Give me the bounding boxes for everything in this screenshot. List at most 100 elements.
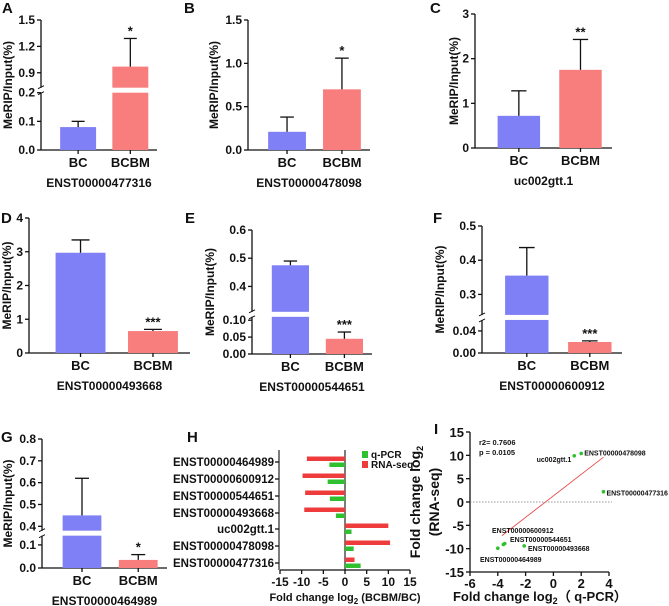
- bcbm-bar: [559, 69, 602, 148]
- transcript-name: ENST00000477316: [46, 176, 152, 190]
- qpcr-bar: [335, 513, 345, 518]
- bc-bar: [62, 515, 102, 568]
- category-label: ENST00000464989: [173, 457, 274, 469]
- x-tick-label: -6: [464, 576, 476, 591]
- category-label: BC: [517, 358, 536, 373]
- axis-break-mark: [248, 315, 256, 320]
- y-axis-label: MeRIP/Input(%): [203, 248, 217, 336]
- category-label: BCBM: [570, 358, 609, 373]
- bar-break-gap: [111, 87, 150, 93]
- bc-bar: [505, 275, 549, 353]
- category-label: BC: [73, 573, 92, 588]
- r2-annotation: r2= 0.7606: [479, 438, 516, 447]
- qpcr-bar: [345, 563, 361, 568]
- panel-letter: C: [430, 0, 441, 17]
- y-tick-label: 15: [450, 425, 464, 440]
- data-point: [496, 546, 500, 550]
- axis-break-mark: [38, 534, 46, 539]
- y-tick-label: 1: [462, 96, 469, 110]
- y-tick-label: 1: [16, 312, 23, 326]
- y-tick-label: 0.6: [19, 476, 36, 490]
- qpcr-bar: [345, 546, 354, 551]
- y-tick-label: 0.1: [18, 114, 35, 128]
- y-tick-label: 0.6: [229, 223, 246, 237]
- x-axis-label-part: 2: [354, 597, 359, 606]
- bc-bar: [497, 115, 541, 148]
- category-label: BC: [69, 155, 88, 170]
- data-point: [522, 544, 527, 548]
- transcript-name: ENST00000544651: [259, 380, 365, 394]
- y-tick-label: -15: [445, 565, 464, 580]
- legend-swatch-qpcr: [362, 451, 368, 458]
- axis-break-mark: [248, 309, 256, 314]
- y-axis-label-line2: (RNA-seq): [426, 468, 442, 536]
- axis-break-mark: [38, 528, 46, 533]
- bc-bar: [55, 252, 106, 353]
- significance-label: *: [128, 23, 134, 38]
- significance-label: ***: [337, 317, 353, 332]
- bcbm-bar: [112, 66, 149, 150]
- category-label: BCBM: [133, 358, 172, 373]
- y-tick-label: 0.2: [18, 86, 35, 100]
- y-tick-label: 0.3: [459, 287, 476, 301]
- panel-letter: G: [1, 429, 13, 446]
- bar-break-gap: [270, 311, 310, 317]
- rnaseq-bar: [305, 490, 345, 495]
- y-tick-label: 0.10: [223, 313, 247, 327]
- axis-break-mark: [478, 318, 486, 323]
- transcript-name: ENST00000464989: [52, 594, 158, 606]
- y-tick-label: 0.7: [19, 454, 36, 468]
- y-axis-label-part: Fold change log: [407, 451, 423, 558]
- x-axis-label: Fold change log2（ q-PCR）: [453, 589, 627, 606]
- y-axis-label: MeRIP/Input(%): [433, 246, 447, 334]
- significance-label: *: [339, 43, 345, 58]
- x-tick-label: 15: [403, 575, 417, 589]
- x-axis-label-part: （ q-PCR）: [558, 589, 627, 604]
- bcbm-bar: [325, 338, 363, 354]
- rnaseq-bar: [304, 507, 345, 512]
- point-label: ENST00000478098: [584, 450, 646, 457]
- x-tick-label: 0: [550, 576, 557, 591]
- x-tick-label: 5: [363, 575, 370, 589]
- x-axis-label-part: (BCBM/BC): [358, 592, 421, 604]
- y-tick-label: -10: [445, 542, 464, 557]
- y-tick-label: 3: [16, 245, 23, 259]
- legend-label: q-PCR: [371, 450, 402, 461]
- legend-swatch-rnaseq: [362, 461, 368, 468]
- panel-letter: A: [2, 0, 13, 17]
- y-tick-label: 5: [457, 472, 464, 487]
- y-tick-label: 3: [462, 7, 469, 21]
- panel-letter: F: [433, 210, 442, 227]
- y-tick-label: 0: [16, 346, 23, 360]
- bc-bar: [271, 265, 309, 354]
- y-axis-label: MeRIP/Input(%): [1, 41, 15, 129]
- rnaseq-bar: [345, 540, 391, 545]
- y-tick-label: 1.5: [225, 13, 242, 27]
- y-tick-label: 1.2: [18, 39, 35, 53]
- data-point: [502, 541, 507, 546]
- category-label: BC: [281, 359, 300, 374]
- rnaseq-bar: [302, 473, 345, 478]
- y-tick-label: 0.00: [453, 346, 477, 360]
- bcbm-bar: [128, 331, 178, 353]
- y-tick-label: 10: [450, 448, 464, 463]
- y-tick-label: 0.5: [19, 497, 36, 511]
- y-tick-label: 0.4: [229, 279, 246, 293]
- y-tick-label: 2: [16, 279, 23, 293]
- category-label: ENST00000544651: [173, 491, 275, 503]
- y-axis-label: MeRIP/Input(%): [0, 242, 14, 330]
- panel-letter: E: [185, 210, 195, 227]
- qpcr-bar: [345, 529, 352, 534]
- category-label: BC: [509, 153, 528, 168]
- qpcr-bar: [327, 479, 345, 484]
- y-tick-label: 0.00: [223, 347, 247, 361]
- y-tick-label: 0.1: [19, 538, 36, 552]
- y-tick-label: 0.4: [19, 519, 36, 533]
- x-tick-label: 10: [382, 575, 396, 589]
- rnaseq-bar: [345, 523, 389, 528]
- p-value-annotation: p = 0.0105: [479, 448, 515, 457]
- y-tick-label: 2: [462, 52, 469, 66]
- x-axis-label-part: 2: [553, 596, 558, 606]
- axis-break-mark: [478, 312, 486, 317]
